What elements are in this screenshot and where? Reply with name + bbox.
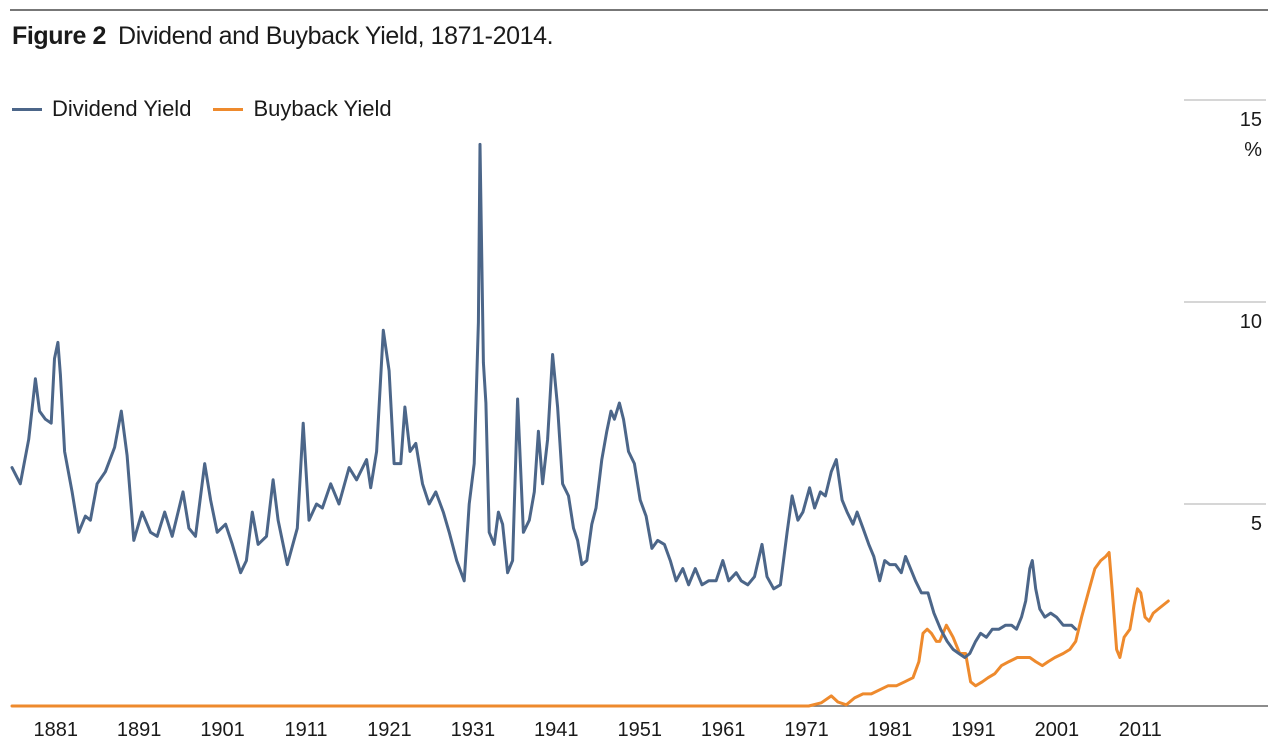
dividend-yield-line — [10, 142, 1078, 659]
x-tick-label-1911: 1911 — [284, 719, 327, 741]
x-tick-label-1951: 1951 — [617, 719, 662, 741]
legend-item-dividend: Dividend Yield — [12, 96, 191, 122]
x-tick-label-1891: 1891 — [117, 719, 162, 741]
x-tick-label-1971: 1971 — [784, 719, 829, 741]
figure-title-text: Dividend and Buyback Yield, 1871-2014. — [118, 22, 554, 50]
legend-swatch-buyback — [213, 107, 244, 111]
legend-swatch-dividend — [12, 107, 42, 111]
figure-title: Figure 2 Dividend and Buyback Yield, 1871… — [12, 22, 554, 51]
x-tick-label-1921: 1921 — [367, 719, 412, 741]
x-tick-label-2011: 2011 — [1119, 719, 1162, 741]
x-tick-label-1991: 1991 — [951, 719, 996, 741]
top-rule — [10, 9, 1268, 11]
chart-legend: Dividend Yield Buyback Yield — [12, 96, 414, 122]
x-tick-label-1961: 1961 — [701, 719, 746, 741]
x-tick-label-1881: 1881 — [33, 719, 78, 741]
x-tick-label-1981: 1981 — [868, 719, 913, 741]
x-tick-label-1901: 1901 — [200, 719, 245, 741]
y-tick-label-10: 10 — [1240, 311, 1262, 333]
legend-label-buyback: Buyback Yield — [253, 96, 392, 121]
x-tick-label-1941: 1941 — [534, 719, 579, 741]
y-tick-label-5: 5 — [1251, 513, 1262, 535]
x-tick-label-1931: 1931 — [451, 719, 496, 741]
y-unit-label: % — [1244, 139, 1262, 161]
legend-label-dividend: Dividend Yield — [52, 96, 192, 121]
legend-item-buyback: Buyback Yield — [213, 96, 392, 122]
buyback-yield-line — [10, 551, 1170, 708]
x-tick-label-2001: 2001 — [1035, 719, 1080, 741]
figure-label: Figure 2 — [12, 22, 107, 50]
y-tick-label-15: 15 — [1240, 109, 1262, 131]
